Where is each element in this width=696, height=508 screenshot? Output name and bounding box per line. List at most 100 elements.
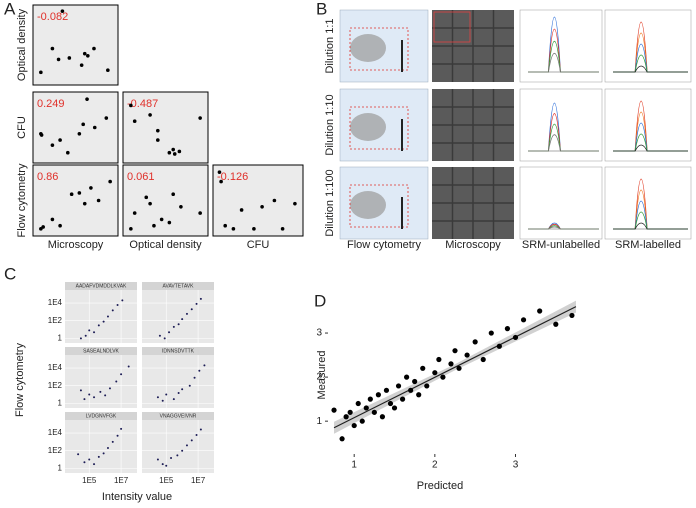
point [404, 374, 410, 380]
point [520, 317, 527, 323]
x-axis-title: Intensity value [102, 491, 172, 503]
panel-letter: A [4, 0, 16, 18]
point [440, 374, 446, 380]
panel [142, 355, 214, 408]
point [120, 373, 123, 376]
peak [528, 134, 599, 152]
point [198, 211, 202, 215]
point [108, 387, 111, 390]
point [436, 356, 442, 363]
point [102, 320, 105, 323]
peak [613, 144, 688, 152]
column-label: SRM-unlabelled [522, 239, 600, 251]
point [148, 113, 152, 117]
point [66, 150, 70, 155]
point [177, 149, 182, 154]
point [159, 217, 164, 222]
point [60, 9, 65, 13]
panel-letter: D [314, 291, 326, 310]
point [120, 427, 123, 430]
point [456, 365, 462, 371]
x-tick-label: 1E5 [159, 476, 174, 485]
point [464, 352, 470, 358]
point [537, 308, 543, 314]
y-tick-label: 1E2 [48, 381, 63, 390]
point [569, 312, 575, 319]
point [359, 418, 365, 424]
point [496, 343, 502, 349]
thumbnail [519, 9, 603, 83]
point [50, 143, 55, 147]
point [88, 329, 91, 332]
point [480, 356, 486, 363]
y-tick-label: 1E4 [48, 363, 63, 372]
point [104, 394, 107, 397]
point [111, 309, 114, 312]
point [391, 405, 398, 411]
point [167, 220, 172, 225]
point [81, 122, 85, 127]
point [512, 334, 519, 341]
point [198, 369, 201, 372]
point [79, 337, 82, 340]
peak [528, 52, 599, 73]
point [108, 179, 112, 184]
point [395, 383, 402, 389]
point [179, 205, 183, 209]
thumbnail [604, 9, 692, 83]
point [452, 348, 458, 354]
y-axis-title: Flow cytometry [14, 343, 26, 417]
point [195, 302, 198, 305]
y-tick-label: 1E2 [48, 446, 63, 455]
x-tick-label: 1 [351, 460, 357, 471]
point [163, 337, 166, 340]
row-label: Dilution 1:10 [324, 94, 336, 155]
point [129, 103, 133, 108]
point [177, 391, 180, 394]
point [50, 46, 55, 51]
panel [142, 290, 214, 343]
row-label: Dilution 1:100 [324, 169, 336, 236]
point [424, 383, 430, 389]
point [367, 396, 373, 402]
point [85, 97, 89, 101]
point [504, 326, 511, 332]
point [88, 393, 91, 396]
point [231, 227, 236, 231]
correlation: 0.249 [37, 98, 65, 110]
highlight [433, 11, 471, 43]
point [195, 434, 198, 437]
panel [32, 91, 119, 164]
point [99, 390, 102, 393]
column-label: Optical density [129, 239, 202, 251]
fit-line [333, 306, 577, 429]
point [171, 192, 175, 196]
point [181, 388, 184, 391]
panel-letter: C [4, 264, 16, 283]
correlation: 0.86 [37, 171, 58, 183]
point [432, 370, 438, 376]
point [193, 376, 196, 379]
point [203, 364, 206, 367]
strip [65, 347, 137, 355]
point [420, 365, 426, 371]
y-tick-label: 1 [58, 463, 63, 472]
point [111, 440, 114, 443]
point [416, 392, 422, 398]
point [144, 195, 149, 200]
point [115, 380, 118, 383]
point [181, 318, 184, 321]
point [82, 51, 87, 56]
point [165, 464, 168, 467]
point [280, 227, 285, 231]
thumbnail [519, 88, 603, 162]
point [172, 152, 177, 156]
point [89, 186, 93, 190]
point [185, 444, 188, 447]
point [170, 456, 173, 459]
point [56, 57, 61, 62]
point [239, 208, 244, 212]
peak [528, 226, 599, 230]
column-label: CFU [247, 239, 270, 251]
